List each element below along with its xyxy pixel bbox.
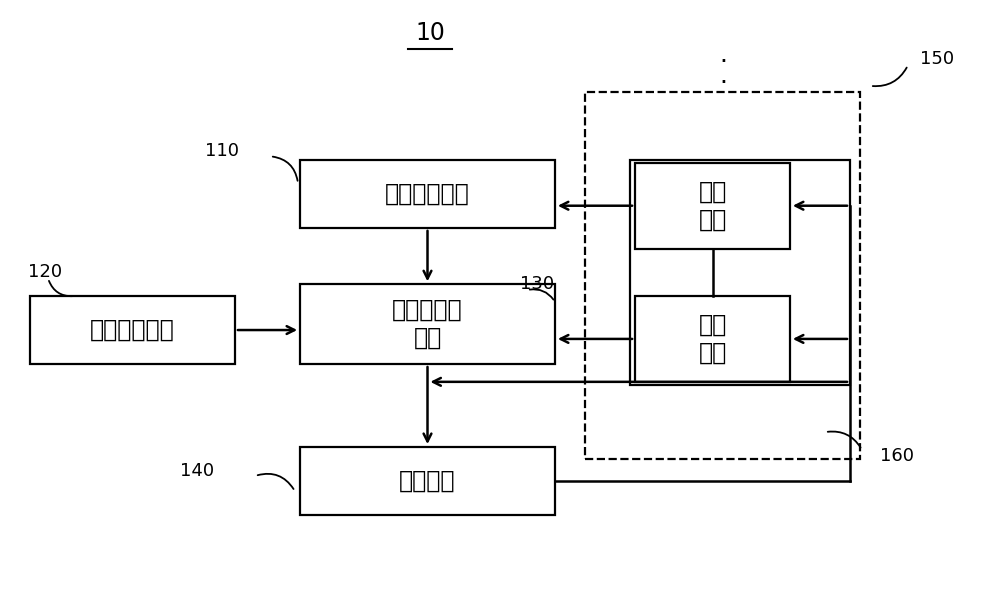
Text: 逻辑编辑模块: 逻辑编辑模块 xyxy=(90,318,175,342)
Bar xyxy=(630,160,850,385)
Text: 110: 110 xyxy=(205,142,239,160)
Text: 120: 120 xyxy=(28,263,62,281)
Bar xyxy=(300,447,555,515)
Bar xyxy=(635,163,790,249)
Text: 140: 140 xyxy=(180,462,214,480)
Text: ·: · xyxy=(719,71,727,95)
Bar xyxy=(635,296,790,382)
Text: 10: 10 xyxy=(415,21,445,44)
Bar xyxy=(585,92,860,459)
Bar xyxy=(30,296,235,364)
Text: 电气
装置: 电气 装置 xyxy=(698,313,727,365)
Text: 控制模块: 控制模块 xyxy=(399,469,456,493)
Text: 130: 130 xyxy=(520,275,554,293)
Text: 信息采集模块: 信息采集模块 xyxy=(385,182,470,206)
Text: ·: · xyxy=(719,50,727,74)
Bar xyxy=(300,284,555,364)
Text: 150: 150 xyxy=(920,50,954,68)
Text: 160: 160 xyxy=(880,447,914,465)
Text: 电气
装置: 电气 装置 xyxy=(698,180,727,231)
Bar xyxy=(300,160,555,228)
Text: 五防联闸锁
模块: 五防联闸锁 模块 xyxy=(392,298,463,350)
